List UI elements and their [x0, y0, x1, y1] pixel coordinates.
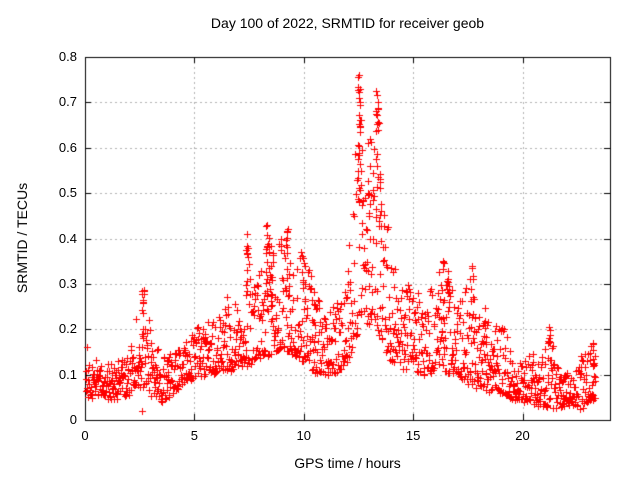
chart-title: Day 100 of 2022, SRMTID for receiver geo…: [210, 15, 485, 31]
y-tick-label: 0.5: [58, 185, 77, 201]
x-axis-label: GPS time / hours: [294, 455, 401, 471]
y-tick-label: 0: [69, 412, 77, 427]
y-axis-label: SRMTID / TECUs: [14, 182, 30, 294]
y-tick-label: 0.3: [58, 275, 77, 291]
y-tick-label: 0.2: [58, 321, 77, 337]
x-tick-label: 10: [296, 428, 311, 443]
x-tick-label: 15: [405, 428, 421, 443]
x-tick-label: 5: [190, 428, 198, 443]
y-tick-label: 0.4: [58, 230, 77, 246]
y-tick-label: 0.7: [58, 94, 77, 110]
y-tick-label: 0.6: [58, 139, 77, 155]
y-tick-label: 0.8: [58, 49, 77, 64]
y-tick-label: 0.1: [58, 366, 77, 382]
x-tick-label: 20: [515, 428, 530, 443]
x-tick-label: 0: [81, 428, 89, 443]
